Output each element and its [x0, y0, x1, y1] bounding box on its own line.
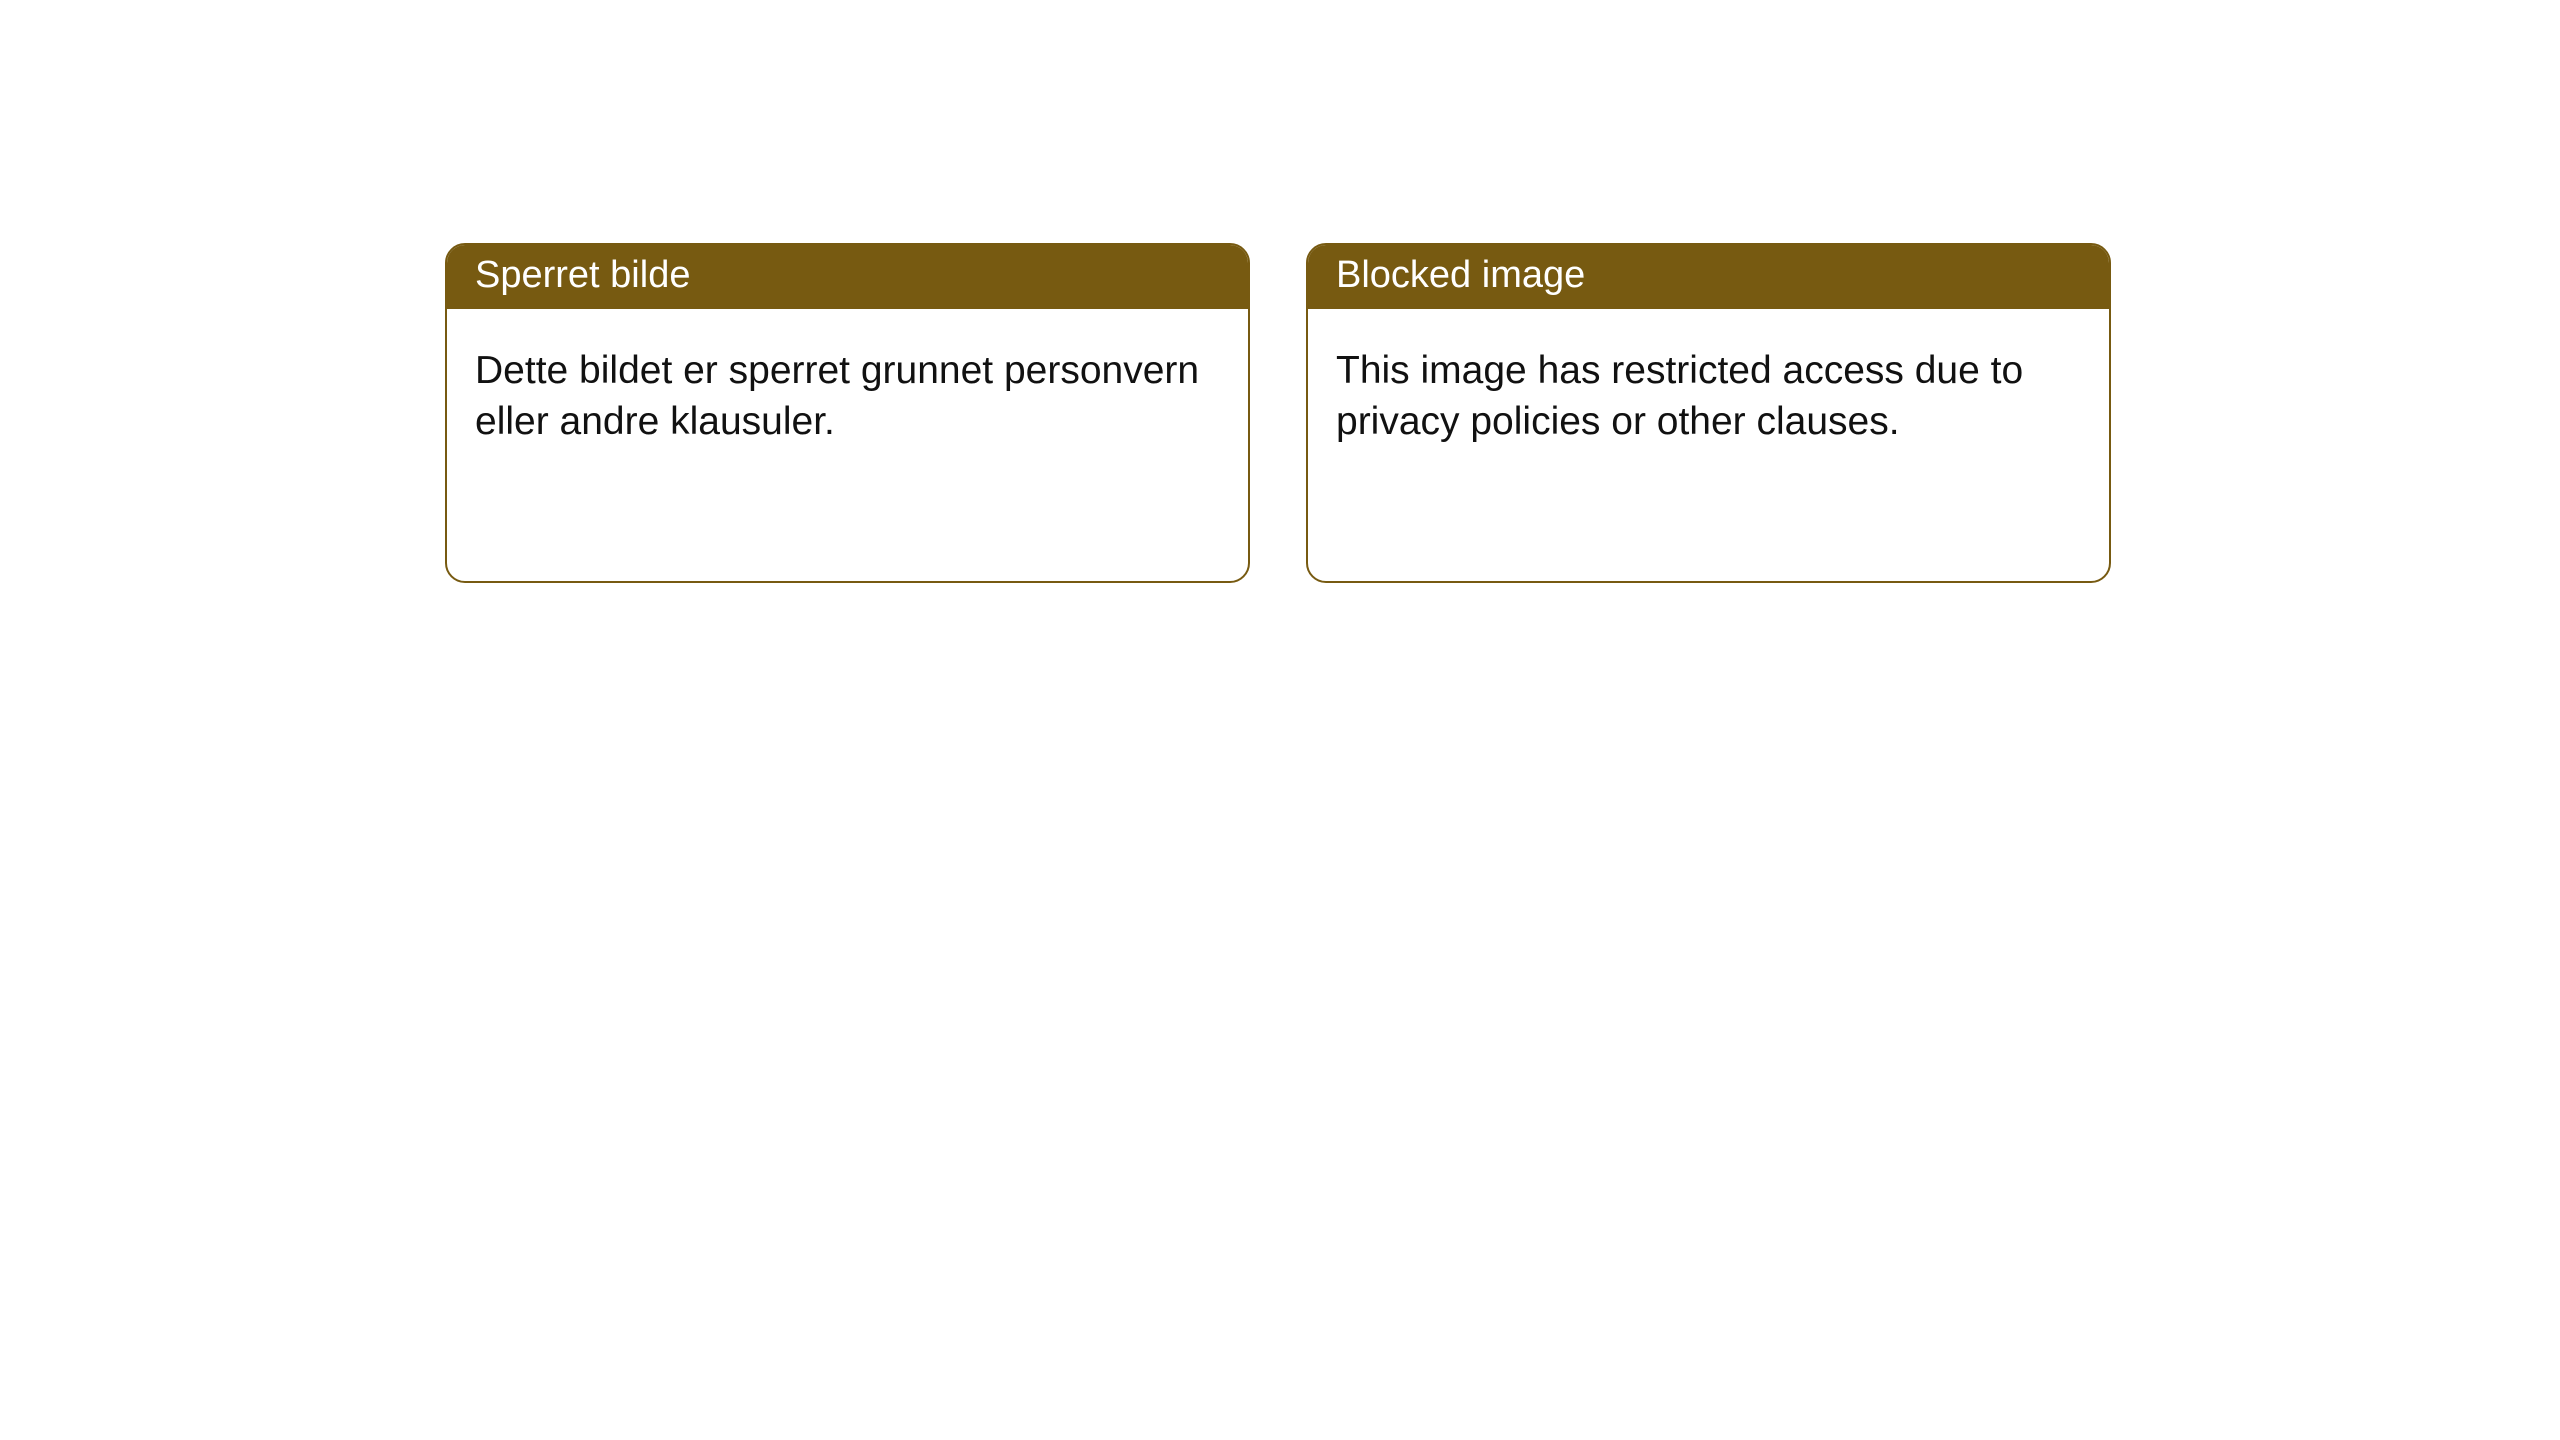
- card-container: Sperret bilde Dette bildet er sperret gr…: [0, 0, 2560, 583]
- card-title: Sperret bilde: [447, 245, 1248, 309]
- card-title: Blocked image: [1308, 245, 2109, 309]
- card-message: Dette bildet er sperret grunnet personve…: [475, 345, 1220, 448]
- card-message: This image has restricted access due to …: [1336, 345, 2081, 448]
- card-body: Dette bildet er sperret grunnet personve…: [447, 309, 1248, 581]
- card-body: This image has restricted access due to …: [1308, 309, 2109, 581]
- card-blocked-image-en: Blocked image This image has restricted …: [1306, 243, 2111, 583]
- card-blocked-image-no: Sperret bilde Dette bildet er sperret gr…: [445, 243, 1250, 583]
